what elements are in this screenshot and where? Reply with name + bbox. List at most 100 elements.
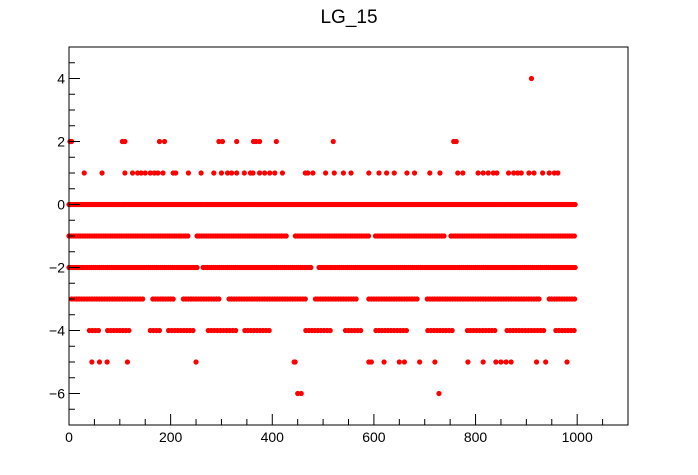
- data-point: [358, 327, 364, 334]
- data-point: [216, 296, 222, 302]
- data-point: [503, 359, 509, 365]
- data-point: [156, 138, 163, 145]
- data-point: [572, 264, 578, 271]
- data-point: [170, 296, 176, 302]
- y-tick-label: 4: [57, 71, 65, 87]
- data-point: [348, 170, 354, 176]
- data-point: [572, 201, 578, 208]
- data-point: [511, 170, 517, 176]
- data-point: [505, 170, 512, 176]
- data-point: [528, 75, 535, 82]
- data-point: [216, 138, 222, 145]
- data-point: [310, 170, 316, 176]
- data-point: [302, 296, 308, 302]
- data-point: [551, 170, 557, 176]
- axes: 0 200 400 600 800 1000 −6 −4 −2 0 2 4: [49, 46, 629, 445]
- data-point: [234, 170, 240, 176]
- data-point: [531, 170, 537, 176]
- data-point: [142, 170, 148, 176]
- data-point: [417, 359, 423, 365]
- x-tick-label: 600: [362, 429, 386, 445]
- data-point: [194, 264, 200, 271]
- data-point: [401, 359, 407, 365]
- data-point: [441, 233, 447, 239]
- data-point: [96, 359, 103, 365]
- data-point: [564, 359, 570, 365]
- data-point: [81, 170, 87, 176]
- data-point: [571, 327, 577, 334]
- data-point: [156, 327, 163, 334]
- data-point: [104, 359, 110, 365]
- data-point: [233, 327, 239, 334]
- data-point: [185, 233, 191, 239]
- x-tick-label: 400: [261, 429, 285, 445]
- data-point: [571, 233, 577, 239]
- y-tick-label: −4: [49, 323, 65, 339]
- data-point: [193, 359, 199, 365]
- data-point: [411, 170, 418, 176]
- data-point: [138, 170, 144, 176]
- data-point: [376, 170, 382, 176]
- data-point: [449, 327, 455, 334]
- data-point: [256, 138, 263, 145]
- data-point: [173, 170, 179, 176]
- data-point: [555, 170, 561, 176]
- data-point: [135, 170, 141, 176]
- data-point: [490, 170, 496, 176]
- data-point: [498, 359, 504, 365]
- data-point: [219, 138, 226, 145]
- data-point: [404, 170, 410, 176]
- x-tick-label: 1000: [562, 429, 593, 445]
- data-point: [151, 170, 157, 176]
- data-point: [366, 170, 372, 176]
- data-point: [122, 170, 128, 176]
- data-point: [526, 170, 532, 176]
- data-point: [436, 390, 442, 397]
- data-point: [279, 170, 286, 176]
- data-point: [190, 327, 196, 334]
- data-point: [241, 170, 247, 176]
- data-point: [518, 170, 524, 176]
- chart-title: LG_15: [320, 7, 378, 28]
- data-point: [540, 170, 546, 176]
- data-point: [89, 359, 95, 365]
- data-point: [272, 170, 278, 176]
- data-point: [414, 296, 420, 302]
- data-point: [218, 170, 225, 176]
- data-point: [541, 327, 547, 334]
- data-point: [533, 359, 540, 365]
- data-point: [453, 138, 459, 145]
- data-point: [480, 359, 486, 365]
- data-point: [323, 170, 329, 176]
- data-point: [492, 327, 498, 334]
- data-point: [126, 327, 132, 334]
- data-point: [147, 170, 153, 176]
- data-point: [515, 170, 521, 176]
- data-point: [305, 170, 311, 176]
- data-point: [99, 170, 105, 176]
- data-point: [256, 170, 263, 176]
- data-point: [391, 170, 397, 176]
- data-point: [494, 170, 500, 176]
- data-point: [572, 296, 578, 302]
- data-point: [161, 138, 168, 145]
- data-point: [365, 233, 372, 239]
- data-point: [381, 359, 387, 365]
- data-point: [340, 170, 347, 176]
- data-point: [480, 170, 486, 176]
- data-point: [536, 296, 542, 302]
- data-point: [455, 170, 461, 176]
- data-point: [427, 170, 433, 176]
- y-tick-label: −6: [49, 386, 65, 402]
- data-point: [403, 327, 410, 334]
- data-point: [122, 138, 128, 145]
- data-point: [291, 359, 297, 365]
- data-point: [95, 327, 102, 334]
- data-point: [267, 170, 273, 176]
- data-point: [460, 170, 466, 176]
- data-point: [327, 327, 333, 334]
- data-point: [437, 170, 443, 176]
- data-point: [546, 170, 552, 176]
